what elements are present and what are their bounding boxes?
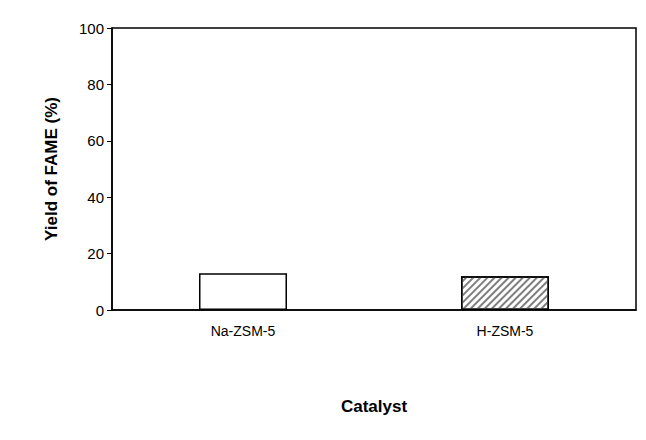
svg-text:60: 60: [87, 132, 104, 149]
svg-text:80: 80: [87, 76, 104, 93]
svg-text:H-ZSM-5: H-ZSM-5: [477, 323, 534, 339]
svg-text:Catalyst: Catalyst: [341, 397, 407, 416]
svg-text:0: 0: [96, 302, 104, 319]
svg-text:Yield of FAME (%): Yield of FAME (%): [42, 97, 61, 241]
svg-text:100: 100: [79, 20, 104, 37]
svg-text:20: 20: [87, 245, 104, 262]
svg-text:40: 40: [87, 189, 104, 206]
svg-text:Na-ZSM-5: Na-ZSM-5: [211, 323, 276, 339]
